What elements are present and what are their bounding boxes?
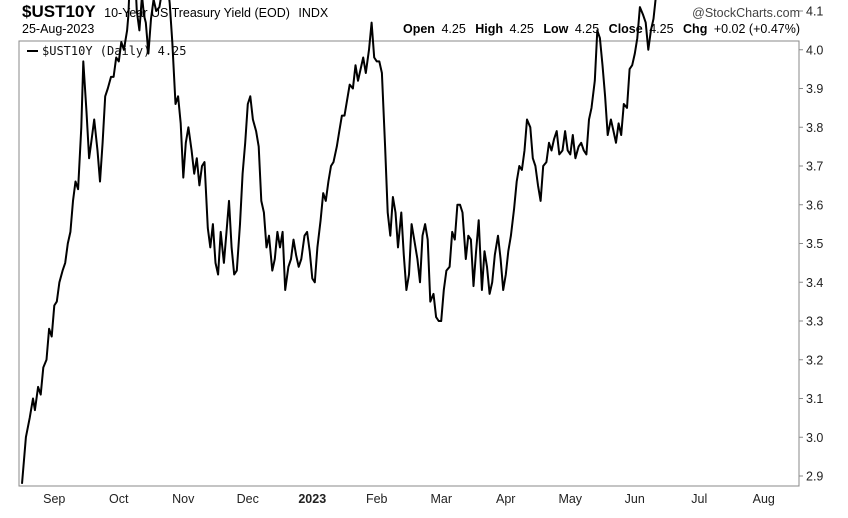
source-label[interactable]: @StockCharts.com bbox=[692, 6, 800, 20]
y-tick-label: 3.4 bbox=[806, 276, 823, 290]
high-label: High bbox=[475, 22, 503, 36]
symbol: $UST10Y bbox=[22, 2, 96, 21]
y-tick-label: 4.0 bbox=[806, 43, 823, 57]
x-tick-label: Oct bbox=[109, 492, 129, 506]
y-axis: 4.34.24.14.03.93.83.73.63.53.43.33.23.13… bbox=[799, 5, 823, 484]
low-value: 4.25 bbox=[575, 22, 599, 36]
y-tick-label: 3.2 bbox=[806, 353, 823, 367]
y-tick-label: 3.8 bbox=[806, 121, 823, 135]
chg-value: +0.02 (+0.47%) bbox=[714, 22, 800, 36]
date-label: 25-Aug-2023 bbox=[22, 22, 94, 36]
close-value: 4.25 bbox=[649, 22, 673, 36]
y-tick-label: 3.0 bbox=[806, 431, 823, 445]
open-value: 4.25 bbox=[441, 22, 465, 36]
plot-frame bbox=[18, 40, 800, 487]
x-tick-label: Dec bbox=[237, 492, 259, 506]
low-label: Low bbox=[543, 22, 568, 36]
x-tick-label: Sep bbox=[43, 492, 65, 506]
y-tick-label: 3.6 bbox=[806, 198, 823, 212]
x-tick-label: Jun bbox=[625, 492, 645, 506]
description: 10-Year US Treasury Yield (EOD) bbox=[104, 6, 290, 20]
y-tick-label: 3.9 bbox=[806, 82, 823, 96]
series-layer bbox=[21, 0, 657, 484]
y-tick-label: 3.7 bbox=[806, 160, 823, 174]
x-tick-label: Feb bbox=[366, 492, 388, 506]
x-tick-label: Mar bbox=[430, 492, 452, 506]
y-tick-label: 3.5 bbox=[806, 237, 823, 251]
x-tick-label: Jul bbox=[691, 492, 707, 506]
x-tick-label: 2023 bbox=[298, 492, 326, 506]
x-tick-label: Nov bbox=[172, 492, 195, 506]
open-label: Open bbox=[403, 22, 435, 36]
quote-line: Open 4.25 High 4.25 Low 4.25 Close 4.25 … bbox=[403, 22, 800, 36]
series-line bbox=[21, 0, 657, 484]
y-tick-label: 4.1 bbox=[806, 5, 823, 19]
x-tick-label: Aug bbox=[753, 492, 775, 506]
high-value: 4.25 bbox=[510, 22, 534, 36]
y-tick-label: 2.9 bbox=[806, 470, 823, 484]
y-tick-label: 3.3 bbox=[806, 315, 823, 329]
x-tick-label: Apr bbox=[496, 492, 515, 506]
chg-label: Chg bbox=[683, 22, 707, 36]
exchange: INDX bbox=[298, 6, 329, 20]
x-tick-label: May bbox=[558, 492, 582, 506]
header-line-1: $UST10Y 10-Year US Treasury Yield (EOD) … bbox=[22, 2, 329, 21]
x-axis: Sep Oct Nov Dec 2023 Feb Mar Apr May Jun Jul Aug bbox=[43, 492, 775, 506]
y-tick-label: 3.1 bbox=[806, 392, 823, 406]
legend-label: $UST10Y (Daily) 4.25 bbox=[42, 44, 187, 58]
close-label: Close bbox=[609, 22, 643, 36]
